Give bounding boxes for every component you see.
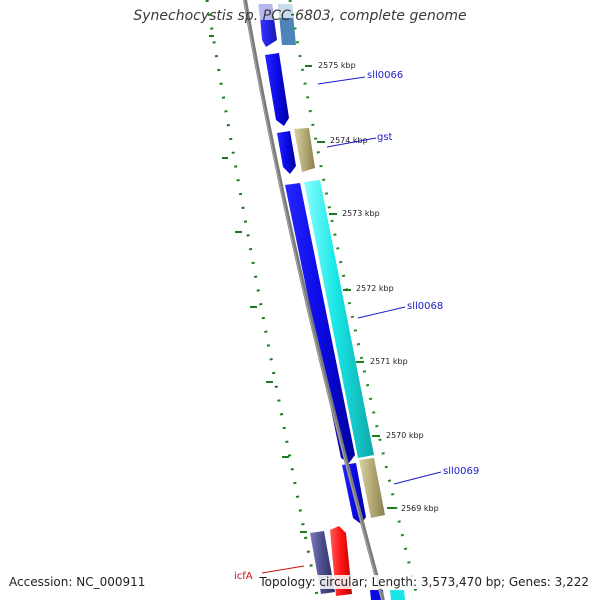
- kbp-label: 2572 kbp: [356, 284, 394, 293]
- cds-feature[interactable]: [304, 180, 374, 458]
- cds-feature[interactable]: [278, 4, 293, 18]
- kbp-label: 2570 kbp: [386, 431, 424, 440]
- cds-feature[interactable]: [294, 128, 315, 172]
- gene-label-leaders: [261, 76, 442, 574]
- genome-backbone-shade: [243, 0, 383, 601]
- kbp-label: 2573 kbp: [342, 209, 380, 218]
- cds-feature[interactable]: [277, 131, 296, 174]
- gene-label-sll0068[interactable]: sll0068: [407, 301, 443, 312]
- cds-feature[interactable]: [359, 458, 385, 518]
- kbp-label: 2569 kbp: [401, 504, 439, 513]
- gene-label-sll0069[interactable]: sll0069: [443, 466, 479, 477]
- genome-backbone: [243, 0, 385, 601]
- kbp-label: 2575 kbp: [318, 61, 356, 70]
- kbp-tick-marks: [305, 65, 395, 509]
- left-tick-marks: [209, 35, 307, 533]
- kbp-label: 2574 kbp: [330, 136, 368, 145]
- gene-label-sll0066[interactable]: sll0066: [367, 70, 403, 81]
- genome-title: Synechocystis sp. PCC 6803, complete gen…: [133, 8, 467, 24]
- cds-feature[interactable]: [390, 590, 405, 600]
- kbp-labels: 2575 kbp 2574 kbp 2573 kbp 2572 kbp 2571…: [318, 61, 439, 513]
- gene-features: [258, 4, 405, 600]
- cds-feature[interactable]: [285, 183, 355, 463]
- gene-label-gst[interactable]: gst: [377, 132, 393, 143]
- kbp-label: 2571 kbp: [370, 357, 408, 366]
- gene-label-icfa[interactable]: icfA: [234, 571, 253, 582]
- accession-text: Accession: NC_000911: [9, 575, 146, 589]
- gene-labels: sll0066 gst sll0068 sll0069 icfA: [234, 70, 479, 582]
- cds-feature[interactable]: [258, 4, 274, 20]
- cds-feature[interactable]: [265, 53, 289, 126]
- topology-text: Topology: circular; Length: 3,573,470 bp…: [258, 575, 590, 589]
